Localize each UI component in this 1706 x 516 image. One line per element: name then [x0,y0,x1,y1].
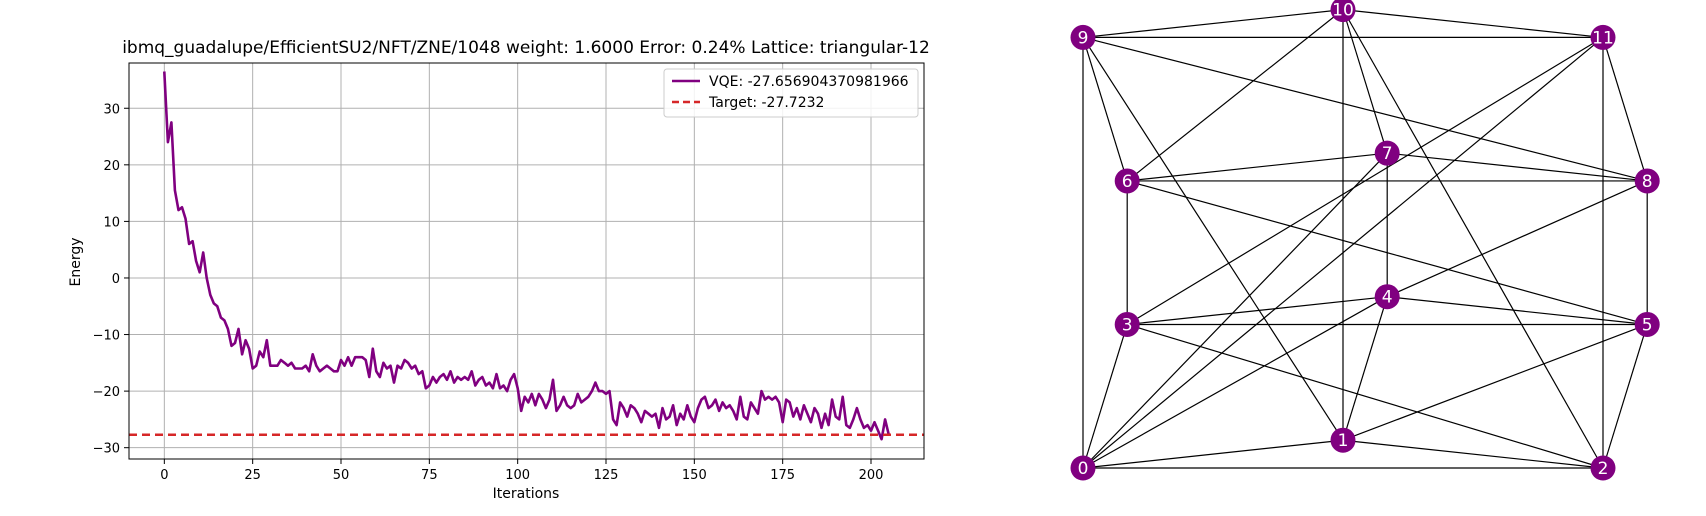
node-circle [1374,140,1400,166]
y-tick-label: −10 [93,329,120,344]
node-circle [1070,455,1096,481]
y-tick-label: −20 [93,385,120,400]
graph-edge [1082,36,1648,182]
graph-edges [1082,9,1648,469]
graph-edge [1082,439,1344,469]
graph-edge [1342,9,1604,469]
y-tick-label: 30 [103,102,120,117]
graph-node-9: 9 [1070,24,1096,50]
graph-edge [1342,323,1648,441]
vqe-energy-line [163,71,890,441]
node-label: 9 [1078,28,1089,48]
node-label: 7 [1382,144,1393,164]
node-circle [1634,311,1660,337]
series-layer [129,71,924,441]
plot-frame [128,62,925,460]
graph-edge [1082,296,1388,469]
x-axis-title: Iterations [493,486,560,502]
node-circle [1634,168,1660,194]
graph-edge [1082,37,1128,182]
node-label: 3 [1122,315,1133,335]
node-label: 8 [1642,172,1653,192]
graph-edge [1342,9,1388,154]
node-label: 2 [1598,459,1609,479]
y-tick-label: −30 [93,442,120,457]
graph-edge [1127,323,1604,469]
node-label: 4 [1382,288,1393,308]
x-tick-label: 75 [421,468,438,483]
node-label: 1 [1338,431,1349,451]
node-label: 10 [1332,1,1354,21]
graph-node-10: 10 [1330,0,1356,23]
node-circle [1114,311,1140,337]
graph-node-8: 8 [1634,168,1660,194]
x-tick-label: 175 [770,468,795,483]
graph-edge [1127,296,1388,326]
graph-edge [1082,37,1344,441]
y-tick-label: 20 [103,159,120,174]
chart-title: ibmq_guadalupe/EfficientSU2/NFT/ZNE/1048… [122,38,930,58]
graph-edge [1082,9,1344,39]
graph-edge [1127,180,1648,326]
graph-edge [1127,152,1388,182]
graph-node-7: 7 [1374,140,1400,166]
y-tick-label: 0 [112,272,120,287]
graph-edge [1126,9,1344,182]
graph-edge [1342,9,1604,39]
graph-edge [1386,180,1648,298]
legend: VQE: -27.656904370981966 Target: -27.723… [663,68,919,118]
legend-box [663,68,919,118]
graph-edge [1602,37,1648,182]
grid-lines [129,63,924,459]
x-tick-label: 150 [682,468,707,483]
graph-edge [1082,324,1128,469]
x-tick-label: 100 [505,468,530,483]
x-tick-label: 50 [333,468,350,483]
node-label: 0 [1078,459,1089,479]
node-circle [1590,455,1616,481]
graph-node-0: 0 [1070,455,1096,481]
graph-edge [1342,296,1388,441]
graph-node-3: 3 [1114,311,1140,337]
graph-edge [1082,152,1388,469]
graph-node-4: 4 [1374,284,1400,310]
graph-edge [1342,439,1604,469]
graph-edge [1387,152,1648,182]
node-label: 6 [1122,172,1133,192]
energy-line-chart: ibmq_guadalupe/EfficientSU2/NFT/ZNE/1048… [68,38,930,502]
graph-node-6: 6 [1114,168,1140,194]
y-axis-title: Energy [68,237,84,286]
graph-node-11: 11 [1590,24,1616,50]
node-circle [1590,24,1616,50]
x-tick-label: 0 [160,468,168,483]
graph-node-2: 2 [1590,455,1616,481]
x-tick-label: 200 [859,468,884,483]
node-circle [1070,24,1096,50]
graph-edge [1602,324,1648,469]
legend-label-vqe: VQE: -27.656904370981966 [709,74,909,90]
legend-label-target: Target: -27.7232 [708,95,824,111]
node-label: 11 [1592,28,1614,48]
graph-nodes: 0 1 2 3 4 5 6 7 8 9 10 11 [1070,0,1660,481]
node-circle [1114,168,1140,194]
node-circle [1330,0,1356,23]
graph-edge [1387,296,1648,326]
lattice-graph: 0 1 2 3 4 5 6 7 8 9 10 11 [1070,0,1660,481]
node-label: 5 [1642,315,1653,335]
x-tick-label: 125 [594,468,619,483]
x-tick-label: 25 [244,468,261,483]
graph-node-5: 5 [1634,311,1660,337]
node-circle [1374,284,1400,310]
y-tick-label: 10 [103,215,120,230]
node-circle [1330,427,1356,453]
graph-node-1: 1 [1330,427,1356,453]
